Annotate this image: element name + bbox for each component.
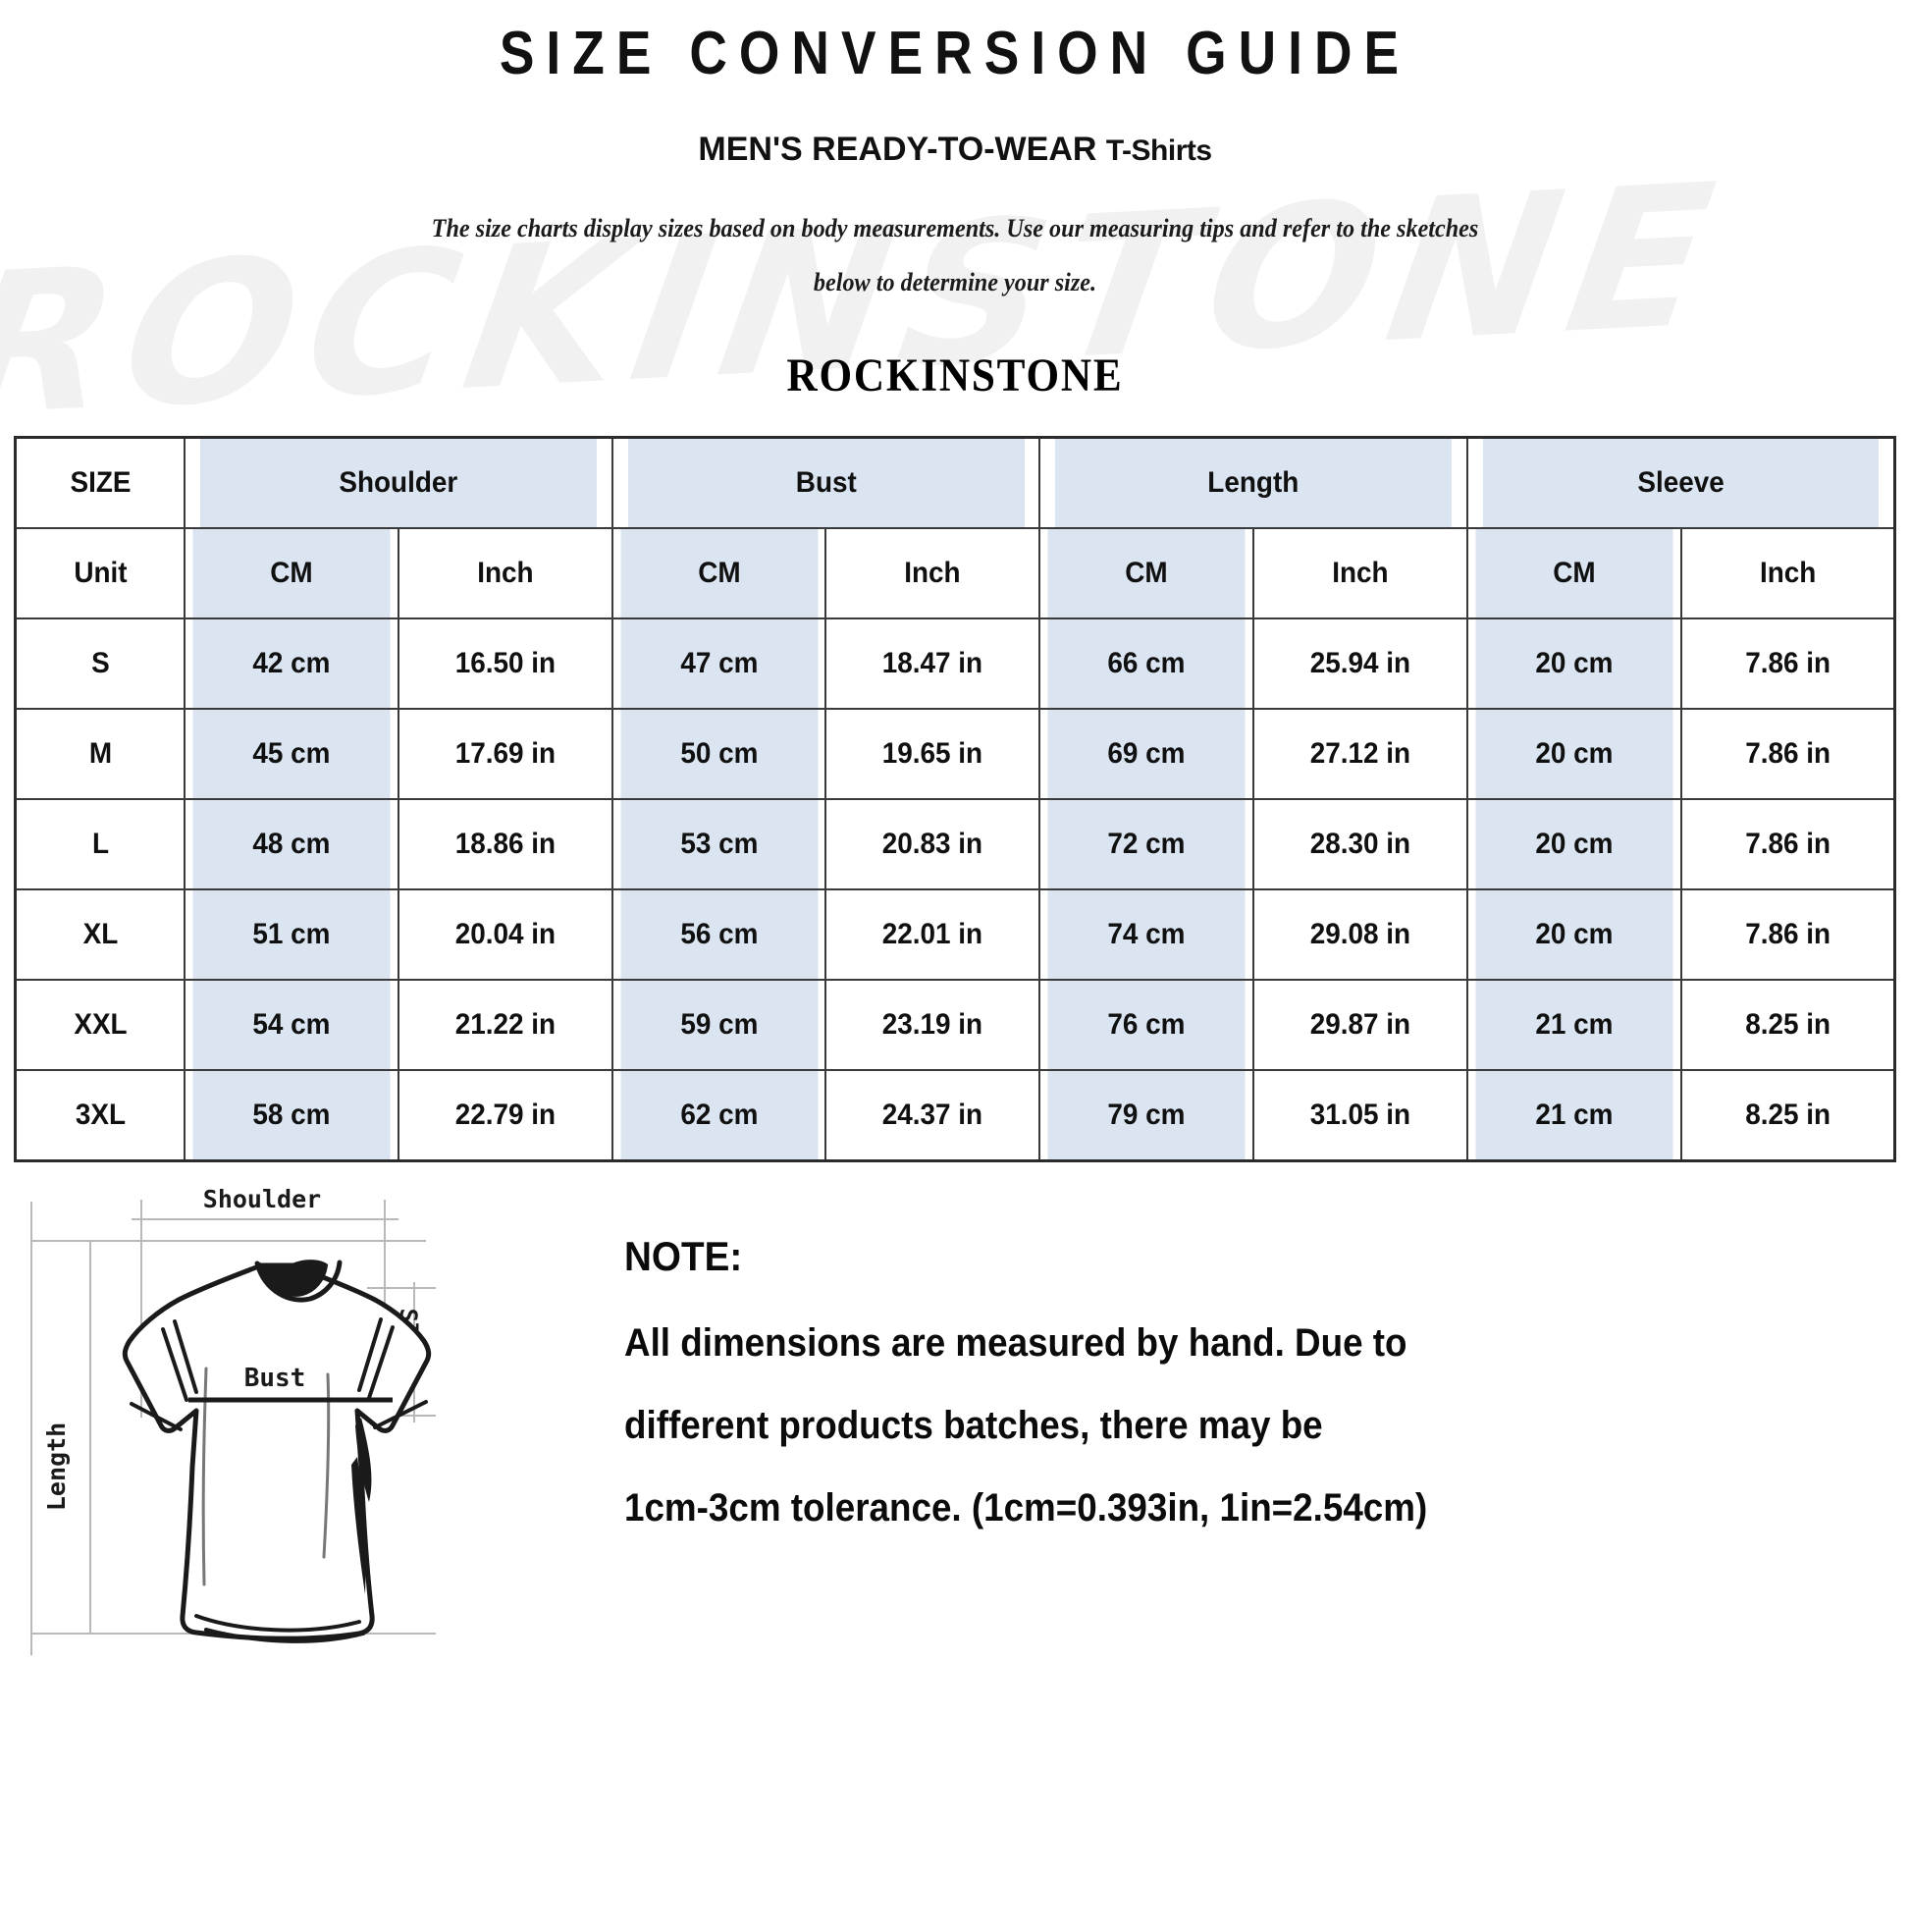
unit-cell-sleeve-cm: CM <box>1473 527 1674 620</box>
cell-bust-cm: 56 cm <box>618 888 820 982</box>
cell-bust-cm: 62 cm <box>618 1069 820 1162</box>
cell-length-cm: 74 cm <box>1045 888 1247 982</box>
cell-bust-cm: 53 cm <box>618 798 820 891</box>
page-subtitle: MEN'S READY-TO-WEAR T-Shirts <box>14 131 1896 169</box>
cell-length-cm: 69 cm <box>1045 708 1247 801</box>
unit-cell-shoulder-cm: CM <box>190 527 393 620</box>
table-unit-row: Unit CM Inch CM Inch CM Inch CM Inch <box>16 527 1895 620</box>
cell-shoulder-inch: 18.86 in <box>404 798 606 891</box>
cell-sleeve-cm: 20 cm <box>1473 798 1674 891</box>
page-title: SIZE CONVERSION GUIDE <box>499 20 1411 87</box>
cell-shoulder-cm: 51 cm <box>190 888 393 982</box>
note-line-2: different products batches, there may be <box>624 1404 1323 1448</box>
sketch-label-length: Length <box>42 1422 71 1511</box>
unit-cell-bust-inch: Inch <box>832 527 1034 620</box>
description-line-2: below to determine your size. <box>813 267 1097 296</box>
cell-size-l: L <box>20 798 180 891</box>
cell-bust-cm: 50 cm <box>618 708 820 801</box>
sketch-label-shoulder: Shoulder <box>203 1185 321 1213</box>
unit-cell-bust-cm: CM <box>618 527 820 620</box>
header-cell-length: Length <box>1053 436 1454 530</box>
cell-shoulder-cm: 45 cm <box>190 708 393 801</box>
cell-sleeve-cm: 21 cm <box>1473 1069 1674 1162</box>
size-guide-page: SIZE CONVERSION GUIDE MEN'S READY-TO-WEA… <box>0 22 1910 1663</box>
subtitle-main: MEN'S READY-TO-WEAR <box>698 131 1097 169</box>
note-section: NOTE: All dimensions are measured by han… <box>603 1172 1896 1571</box>
bottom-section: Shoulder Length Sleeve <box>14 1172 1896 1663</box>
cell-sleeve-inch: 7.86 in <box>1687 708 1888 801</box>
cell-shoulder-inch: 21.22 in <box>404 979 606 1072</box>
cell-shoulder-cm: 48 cm <box>190 798 393 891</box>
table-row: S 42 cm 16.50 in 47 cm 18.47 in 66 cm 25.94 in… <box>16 617 1895 711</box>
cell-length-cm: 79 cm <box>1045 1069 1247 1162</box>
cell-bust-cm: 47 cm <box>618 617 820 711</box>
subtitle-item: T-Shirts <box>1105 134 1212 168</box>
cell-shoulder-inch: 20.04 in <box>404 888 606 982</box>
cell-bust-inch: 23.19 in <box>832 979 1034 1072</box>
sketch-label-bust: Bust <box>244 1364 306 1393</box>
unit-cell-length-inch: Inch <box>1259 527 1461 620</box>
cell-shoulder-inch: 22.79 in <box>404 1069 606 1162</box>
cell-size-3xl: 3XL <box>20 1069 180 1162</box>
tshirt-sketch: Shoulder Length Sleeve <box>14 1172 603 1663</box>
size-conversion-table: SIZE Shoulder Bust Length Sleeve Unit CM… <box>14 436 1896 1163</box>
cell-sleeve-inch: 8.25 in <box>1687 979 1888 1072</box>
tshirt-collar <box>257 1260 329 1298</box>
cell-sleeve-cm: 20 cm <box>1473 617 1674 711</box>
cell-sleeve-cm: 21 cm <box>1473 979 1674 1072</box>
note-title: NOTE: <box>624 1233 743 1280</box>
table-row: XXL 54 cm 21.22 in 59 cm 23.19 in 76 cm 29.87 … <box>16 979 1895 1072</box>
cell-size-xxl: XXL <box>20 979 180 1072</box>
cell-length-inch: 31.05 in <box>1259 1069 1461 1162</box>
brand-name: ROCKINSTONE <box>786 349 1124 402</box>
cell-length-inch: 25.94 in <box>1259 617 1461 711</box>
cell-bust-inch: 24.37 in <box>832 1069 1034 1162</box>
table-group-header-row: SIZE Shoulder Bust Length Sleeve <box>16 436 1895 530</box>
cell-shoulder-cm: 42 cm <box>190 617 393 711</box>
cell-length-inch: 27.12 in <box>1259 708 1461 801</box>
header-cell-sleeve: Sleeve <box>1481 436 1882 530</box>
cell-length-cm: 66 cm <box>1045 617 1247 711</box>
description: The size charts display sizes based on b… <box>335 202 1576 309</box>
table-body: S 42 cm 16.50 in 47 cm 18.47 in 66 cm 25.94 in… <box>16 617 1895 1162</box>
cell-sleeve-inch: 7.86 in <box>1687 617 1888 711</box>
cell-length-cm: 76 cm <box>1045 979 1247 1072</box>
cell-sleeve-cm: 20 cm <box>1473 888 1674 982</box>
cell-bust-inch: 20.83 in <box>832 798 1034 891</box>
cell-bust-inch: 19.65 in <box>832 708 1034 801</box>
cell-length-inch: 29.87 in <box>1259 979 1461 1072</box>
cell-sleeve-inch: 7.86 in <box>1687 798 1888 891</box>
cell-size-xl: XL <box>20 888 180 982</box>
header-cell-bust: Bust <box>625 436 1026 530</box>
cell-size-m: M <box>20 708 180 801</box>
description-line-1: The size charts display sizes based on b… <box>431 214 1479 243</box>
cell-length-inch: 29.08 in <box>1259 888 1461 982</box>
cell-shoulder-cm: 54 cm <box>190 979 393 1072</box>
cell-sleeve-cm: 20 cm <box>1473 708 1674 801</box>
table-row: M 45 cm 17.69 in 50 cm 19.65 in 69 cm 27.12 in… <box>16 708 1895 801</box>
cell-size-s: S <box>20 617 180 711</box>
tshirt-diagram-svg: Shoulder Length Sleeve <box>30 1185 436 1656</box>
cell-shoulder-cm: 58 cm <box>190 1069 393 1162</box>
cell-length-cm: 72 cm <box>1045 798 1247 891</box>
table-row: L 48 cm 18.86 in 53 cm 20.83 in 72 cm 28.30 in… <box>16 798 1895 891</box>
unit-cell-length-cm: CM <box>1045 527 1247 620</box>
cell-length-inch: 28.30 in <box>1259 798 1461 891</box>
cell-sleeve-inch: 8.25 in <box>1687 1069 1888 1162</box>
cell-sleeve-inch: 7.86 in <box>1687 888 1888 982</box>
table-row: XL 51 cm 20.04 in 56 cm 22.01 in 74 cm 29.08 i… <box>16 888 1895 982</box>
cell-shoulder-inch: 17.69 in <box>404 708 606 801</box>
unit-cell-label: Unit <box>20 527 180 620</box>
unit-cell-sleeve-inch: Inch <box>1687 527 1888 620</box>
header-cell-shoulder: Shoulder <box>198 436 599 530</box>
note-line-3: 1cm-3cm tolerance. (1cm=0.393in, 1in=2.5… <box>624 1486 1428 1530</box>
cell-bust-inch: 18.47 in <box>832 617 1034 711</box>
note-line-1: All dimensions are measured by hand. Due… <box>624 1321 1407 1366</box>
cell-bust-cm: 59 cm <box>618 979 820 1072</box>
cell-bust-inch: 22.01 in <box>832 888 1034 982</box>
cell-shoulder-inch: 16.50 in <box>404 617 606 711</box>
header-cell-size: SIZE <box>20 436 180 530</box>
unit-cell-shoulder-inch: Inch <box>404 527 606 620</box>
table-row: 3XL 58 cm 22.79 in 62 cm 24.37 in 79 cm 31.05 … <box>16 1069 1895 1162</box>
